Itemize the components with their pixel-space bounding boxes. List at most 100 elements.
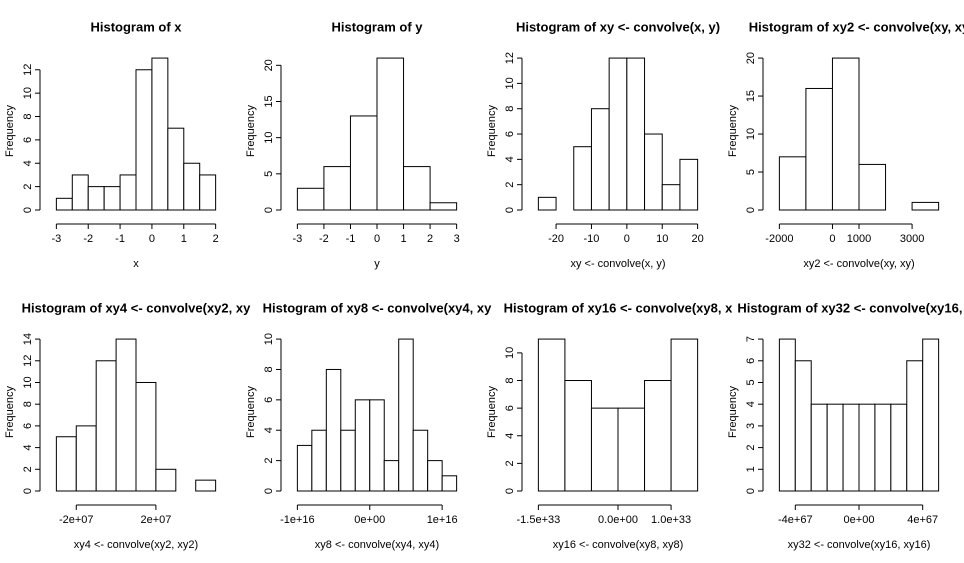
bar [537, 196, 557, 211]
x-tick-label: -10 [584, 233, 600, 245]
x-tick-label: 1 [181, 233, 187, 245]
bar [75, 425, 97, 492]
bar [679, 158, 699, 211]
y-tick-label: 12 [22, 64, 34, 76]
bar [537, 338, 566, 492]
y-tick-label: 6 [22, 137, 34, 143]
bar [155, 468, 177, 492]
bar [103, 186, 121, 211]
bar [87, 186, 105, 211]
bar [858, 403, 876, 492]
bar [590, 407, 619, 492]
y-tick-label: 8 [504, 377, 516, 383]
bar [906, 360, 924, 492]
x-tick-label: 1e+16 [427, 514, 458, 526]
y-tick-label: 12 [504, 52, 516, 64]
y-tick-label: 7 [745, 336, 757, 342]
y-tick-label: 10 [22, 87, 34, 99]
bar [296, 444, 313, 492]
bar [323, 166, 351, 211]
bar [195, 479, 217, 492]
x-tick-label: 2 [427, 233, 433, 245]
y-tick-label: 4 [22, 445, 34, 451]
bar [369, 399, 385, 492]
x-tick-label: -2 [83, 233, 93, 245]
bar [608, 57, 628, 211]
bar [376, 57, 405, 211]
bar [115, 338, 137, 492]
y-axis-label: Frequency [727, 105, 739, 157]
bar [325, 368, 342, 492]
bar [55, 436, 77, 492]
bar [427, 460, 443, 492]
bar [403, 166, 431, 211]
bar [890, 403, 908, 492]
y-tick-label: 0 [22, 488, 34, 494]
x-tick-label: 0 [374, 233, 380, 245]
y-tick-label: 2 [745, 445, 757, 451]
bar [911, 201, 940, 211]
bar [922, 338, 940, 492]
y-tick-label: 20 [263, 59, 275, 71]
y-tick-label: 8 [22, 401, 34, 407]
y-tick-label: 4 [263, 427, 275, 433]
y-tick-label: 2 [504, 182, 516, 188]
bar [661, 184, 681, 211]
x-axis-label: xy2 <- convolve(xy, xy) [803, 258, 914, 270]
x-tick-label: 4e+67 [907, 514, 938, 526]
y-tick-label: 0 [504, 207, 516, 213]
bar [199, 174, 217, 211]
bar [794, 360, 812, 492]
bar [135, 381, 157, 492]
x-tick-label: -1 [115, 233, 125, 245]
x-tick-label: 1 [400, 233, 406, 245]
bar [644, 133, 663, 211]
bar [311, 429, 327, 492]
y-tick-label: 4 [745, 401, 757, 407]
y-axis-label: Frequency [4, 386, 16, 438]
y-tick-label: 15 [263, 95, 275, 107]
y-tick-label: 3 [745, 423, 757, 429]
bar [617, 407, 646, 492]
y-tick-label: 8 [22, 113, 34, 119]
y-tick-label: 8 [263, 366, 275, 372]
bar [167, 127, 185, 211]
y-axis-label: Frequency [727, 386, 739, 438]
bar [858, 163, 887, 211]
y-tick-label: 10 [263, 132, 275, 144]
y-tick-label: 4 [504, 433, 516, 439]
x-axis-label: xy16 <- convolve(xy8, xy8) [553, 539, 684, 551]
y-tick-label: 0 [263, 488, 275, 494]
chart-title: Histogram of xy4 <- convolve(xy2, xy [22, 300, 251, 315]
y-tick-label: 2 [504, 460, 516, 466]
y-tick-label: 0 [263, 207, 275, 213]
x-tick-label: 0 [624, 233, 630, 245]
bar [135, 69, 153, 211]
chart-title: Histogram of xy <- convolve(x, y) [516, 19, 720, 34]
x-tick-label: -3 [292, 233, 302, 245]
x-axis-label: xy4 <- convolve(xy2, xy2) [74, 539, 198, 551]
x-tick-label: 2 [213, 233, 219, 245]
x-tick-label: 2e+07 [140, 514, 171, 526]
y-tick-label: 15 [745, 90, 757, 102]
y-tick-label: 10 [263, 333, 275, 345]
y-tick-label: 2 [22, 184, 34, 190]
y-tick-label: 4 [504, 156, 516, 162]
y-tick-label: 5 [745, 379, 757, 385]
chart-title: Histogram of xy32 <- convolve(xy16, xy [737, 300, 964, 315]
bar [398, 338, 414, 492]
x-tick-label: 1000 [847, 233, 871, 245]
y-tick-label: 10 [745, 128, 757, 140]
bar [412, 429, 429, 492]
y-tick-label: 0 [504, 488, 516, 494]
x-tick-label: -3 [51, 233, 61, 245]
y-tick-label: 20 [745, 52, 757, 64]
bar [573, 146, 592, 211]
chart-title: Histogram of xy2 <- convolve(xy, xy [749, 19, 964, 34]
bar [874, 403, 892, 492]
bar [296, 187, 325, 211]
bar [778, 338, 796, 492]
bar [55, 197, 73, 211]
x-tick-label: -4e+67 [778, 514, 813, 526]
